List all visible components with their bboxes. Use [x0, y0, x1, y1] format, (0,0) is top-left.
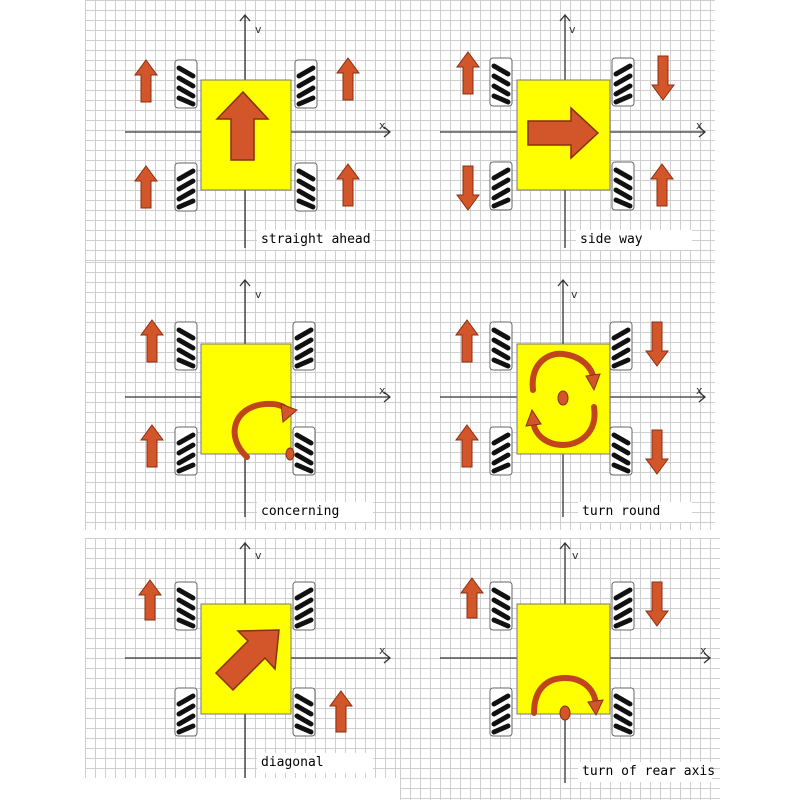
wheel-arrow-up-icon [138, 579, 162, 621]
wheel-front-right [292, 581, 316, 631]
wheel-arrow-up-icon [460, 577, 484, 619]
wheel-front-left [174, 581, 198, 631]
pivot-point-icon [559, 705, 571, 721]
y-axis-arrowhead [559, 13, 571, 22]
y-axis-label: v [255, 549, 262, 562]
mecanum-diagram [125, 13, 392, 248]
wheel-rear-right [294, 162, 318, 212]
wheel-rear-left [489, 687, 513, 737]
wheel-rear-right [611, 161, 635, 211]
vehicle-body [200, 343, 292, 455]
wheel-rear-right [611, 687, 635, 737]
wheel-rear-left [489, 161, 513, 211]
caption-diagonal: diagonal [257, 753, 373, 773]
y-axis-label: v [255, 288, 262, 301]
curved-arrow-head-icon [280, 403, 298, 423]
center-arrow-right-icon [527, 106, 600, 160]
panel-diagonal: v x diagonal [85, 538, 400, 778]
wheel-arrow-up-icon [336, 163, 360, 207]
wheel-arrow-down-icon [651, 55, 675, 101]
rotation-arc-bottom-icon [530, 404, 598, 449]
wheel-arrow-up-icon [456, 51, 480, 95]
panel-turn-of-rear-axis: v x turn of rear axis [400, 538, 720, 800]
wheel-arrow-up-icon [134, 165, 158, 209]
rotation-arrowhead-icon [585, 373, 601, 392]
y-axis-label: v [255, 23, 262, 36]
y-axis-arrowhead [559, 541, 571, 550]
panel-turn-round: v x turn round [400, 262, 715, 530]
wheel-front-left [174, 59, 198, 109]
x-axis-arrowhead [383, 391, 392, 403]
wheel-arrow-down-icon [456, 165, 480, 211]
grid-background [85, 262, 400, 530]
wheel-rear-right [292, 426, 316, 476]
x-axis-label: x [696, 119, 703, 132]
caption-side-way: side way [576, 230, 692, 250]
wheel-arrow-up-icon [134, 59, 158, 103]
x-axis-arrowhead [383, 126, 392, 138]
caption-turn-round: turn round [578, 502, 692, 522]
wheel-front-left [174, 321, 198, 371]
y-axis-arrowhead [239, 278, 251, 287]
x-axis-arrowhead [698, 126, 707, 138]
wheel-arrow-up-icon [140, 319, 164, 363]
wheel-arrow-up-icon [455, 319, 479, 363]
x-axis-label: x [379, 644, 386, 657]
mecanum-diagram [440, 13, 707, 248]
wheel-front-right [611, 581, 635, 631]
y-axis-arrowhead [557, 278, 569, 287]
caption-concerning: concerning [257, 502, 373, 522]
y-axis-label: v [571, 288, 578, 301]
mecanum-diagram [125, 541, 392, 778]
mecanum-diagram [125, 278, 392, 517]
y-axis-label: v [569, 23, 576, 36]
x-axis-label: x [696, 384, 703, 397]
center-arrow-up-icon [215, 90, 270, 161]
wheel-rear-left [174, 162, 198, 212]
wheel-front-left [489, 581, 513, 631]
x-axis-label: x [379, 384, 386, 397]
panel-concerning: v x concerning [85, 262, 400, 530]
x-axis-label: x [700, 644, 707, 657]
wheel-arrow-up-icon [329, 690, 353, 733]
wheel-rear-left [174, 687, 198, 737]
pivot-point-icon [285, 447, 295, 461]
x-axis-arrowhead [698, 391, 707, 403]
panel-straight-ahead: v x straight ahead [85, 0, 400, 262]
wheel-arrow-up-icon [336, 57, 360, 101]
caption-straight-ahead: straight ahead [257, 230, 373, 250]
center-arrow-diagonal-icon [214, 629, 280, 692]
wheel-arrow-down-icon [645, 429, 669, 475]
wheel-arrow-up-icon [140, 424, 164, 468]
x-axis-arrowhead [703, 652, 712, 664]
wheel-rear-left [174, 426, 198, 476]
x-axis-label: x [379, 119, 386, 132]
mecanum-diagram [440, 278, 707, 517]
rotation-arrowhead-icon [525, 408, 542, 427]
pivot-point-icon [557, 390, 569, 406]
wheel-front-right [609, 321, 633, 371]
wheel-front-right [294, 59, 318, 109]
wheel-arrow-up-icon [650, 163, 674, 207]
caption-turn-of-rear-axis: turn of rear axis [578, 762, 715, 782]
wheel-rear-left [489, 426, 513, 476]
wheel-front-left [489, 57, 513, 107]
curved-arrow-icon [531, 674, 599, 716]
mecanum-diagram [440, 541, 712, 783]
y-axis-arrowhead [239, 541, 251, 550]
curved-arrow-head-icon [587, 699, 604, 717]
y-axis-arrowhead [239, 13, 251, 22]
panel-side-way: v x side way [400, 0, 715, 262]
x-axis-arrowhead [383, 652, 392, 664]
rotation-arc-top-icon [529, 350, 597, 393]
wheel-front-right [292, 321, 316, 371]
wheel-arrow-up-icon [455, 424, 479, 468]
wheel-rear-right [609, 426, 633, 476]
wheel-arrow-down-icon [645, 321, 669, 367]
wheel-front-right [611, 57, 635, 107]
y-axis-label: v [572, 549, 579, 562]
wheel-rear-right [292, 687, 316, 737]
wheel-front-left [489, 321, 513, 371]
wheel-arrow-down-icon [645, 581, 669, 627]
